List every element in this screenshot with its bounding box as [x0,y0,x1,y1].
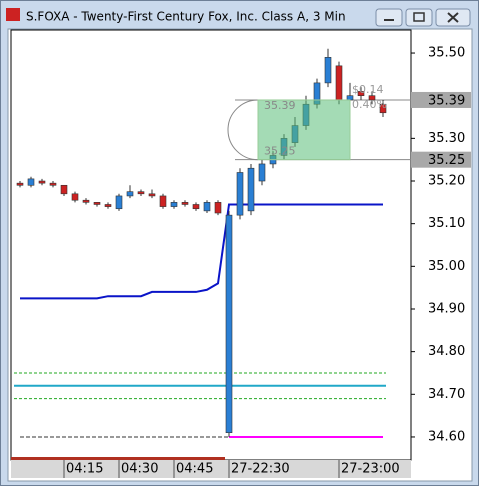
candle-body [16,182,24,186]
candle-body [368,95,376,101]
candle-body [225,214,233,433]
candle-body [49,182,57,186]
candle-body [258,163,266,182]
candle-body [324,57,332,84]
candle-body [82,199,90,203]
candle-body [93,202,101,205]
window-buttons[interactable] [375,8,471,27]
candle-body [38,180,46,184]
y-tick-label: 34.80 [428,344,465,359]
plot: 35.50 35.30 35.20 35.10 35.00 34.90 34.80 34.70… [14,46,471,478]
y-tick-label: 34.60 [428,429,465,444]
app-icon [6,8,20,21]
close-glyph [447,12,459,23]
x-axis-strip [11,460,411,478]
x-tick-label: 04:15 [66,462,103,477]
x-tick-label: 27-22:30 [231,462,290,477]
candle-body [60,184,68,195]
candle-body [181,202,189,205]
candle-body [27,178,35,186]
y-tick-label: 35.30 [428,131,465,146]
candle-body [170,202,178,207]
price-marker-box [411,91,471,108]
candle-body [71,193,79,201]
plot-area [10,29,412,461]
x-tick-label: 04:45 [176,462,213,477]
maximize-button[interactable] [405,8,433,27]
annotation-box [257,99,351,161]
maximize-glyph [413,12,425,22]
annotation-arc [227,99,259,161]
candle-body [214,202,222,214]
candle-body [126,191,134,197]
annotation-top-label: 35.39 [264,99,296,112]
y-tick-label: 35.10 [428,216,465,231]
candle-body [335,65,343,101]
y-tick-label: 35.00 [428,259,465,274]
candle-body [115,195,123,210]
y-tick-label: 35.50 [428,46,465,61]
x-tick-label: 04:30 [121,462,158,477]
minimize-button[interactable] [375,8,403,27]
session-bar [11,457,225,460]
y-tick-label: 34.90 [428,301,465,316]
annotation-change-label: $0.14 [352,83,384,96]
candle-body [203,202,211,212]
window-title: S.FOXA - Twenty-First Century Fox, Inc. … [26,10,346,24]
candle-body [247,167,255,212]
candle-body [159,195,167,207]
price-marker-label: 35.39 [428,93,465,108]
x-tick-label: 27-23:00 [341,462,400,477]
candle-body [379,103,387,114]
y-tick-label: 34.70 [428,387,465,402]
candle-body [236,172,244,216]
candle-body [192,204,200,210]
price-marker-box [411,151,471,168]
candle-body [357,91,365,96]
candle-body [104,204,112,207]
annotation-bottom-label: 35.25 [264,145,296,158]
candle-body [148,193,156,197]
annotation-pct-label: 0.40% [352,98,387,111]
candle-body [137,191,145,195]
price-marker-label: 35.25 [428,153,465,168]
line-series [20,203,383,300]
y-tick-label: 35.20 [428,174,465,189]
